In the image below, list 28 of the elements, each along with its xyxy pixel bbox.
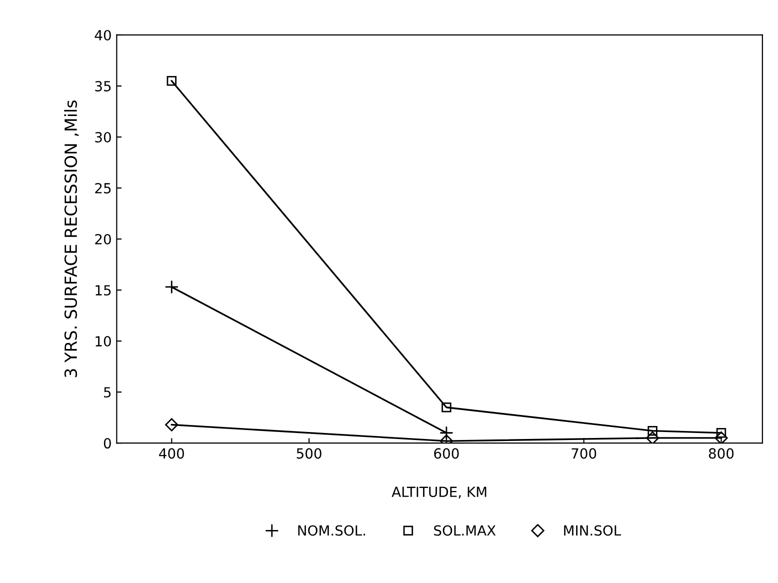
y-tick-label: 0 bbox=[104, 438, 111, 449]
point bbox=[646, 431, 660, 444]
y-axis-title: 3 YRS. SURFACE RECESSION ,Mils bbox=[64, 100, 79, 378]
y-tick-label: 25 bbox=[95, 182, 111, 194]
point bbox=[714, 431, 728, 444]
y-tick-label: 30 bbox=[95, 132, 111, 142]
y-tick-label: 40 bbox=[94, 30, 111, 40]
point bbox=[439, 426, 454, 440]
y-tick-label: 5 bbox=[104, 387, 111, 398]
y-tick-label: 10 bbox=[96, 336, 111, 347]
y-tick-label: 20 bbox=[95, 234, 111, 245]
x-tick-label: 600 bbox=[434, 448, 459, 459]
legend-label: NOM.SOL. bbox=[298, 525, 366, 536]
point bbox=[716, 428, 726, 438]
point bbox=[648, 426, 658, 436]
point bbox=[165, 418, 178, 432]
x-tick-label: 500 bbox=[296, 448, 322, 459]
y-tick-label: 35 bbox=[95, 80, 111, 92]
y-tick-label: 15 bbox=[96, 285, 111, 296]
x-axis-title: ALTITUDE, KM bbox=[392, 486, 486, 499]
point bbox=[166, 76, 177, 86]
x-tick-label: 400 bbox=[159, 448, 184, 459]
legend-label: SOL.MAX bbox=[434, 525, 496, 536]
x-tick-label: 800 bbox=[708, 448, 734, 459]
x-tick-label: 700 bbox=[572, 448, 596, 459]
legend-label: MIN.SOL bbox=[564, 525, 622, 536]
point bbox=[164, 280, 179, 294]
point bbox=[442, 402, 452, 412]
